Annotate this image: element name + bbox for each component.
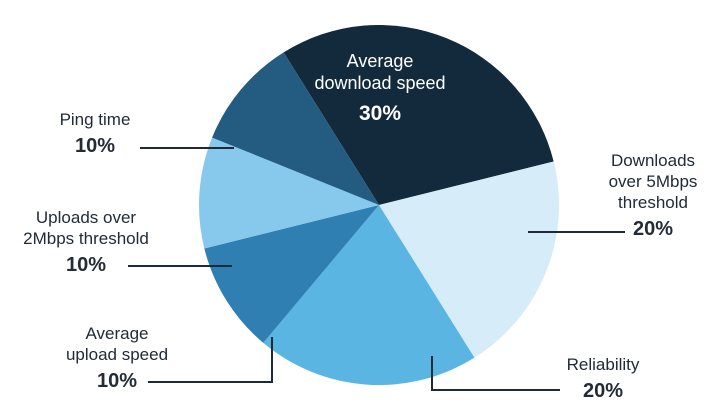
slice-name: Uploads over 2Mbps threshold	[23, 208, 149, 248]
slice-value: 10%	[74, 135, 116, 157]
leader-average-upload-speed	[148, 337, 273, 383]
slice-name: Average download speed	[314, 51, 446, 93]
label-average-upload-speed: Average upload speed 10%	[42, 323, 192, 393]
slice-value: 20%	[582, 380, 624, 402]
label-uploads-over-2mbps: Uploads over 2Mbps threshold 10%	[2, 207, 170, 277]
label-reliability: Reliability 20%	[538, 354, 668, 403]
slice-value: 10%	[65, 254, 107, 276]
slice-value: 20%	[632, 218, 674, 240]
pie-slice-ping-time	[212, 52, 379, 205]
pie-slice-downloads-over-5mbps-threshold	[379, 161, 559, 358]
slice-name: Reliability	[566, 355, 640, 374]
pie-slice-reliability	[263, 205, 475, 386]
slice-value: 30%	[358, 102, 402, 125]
pie-slice-average-upload-speed	[204, 205, 379, 343]
label-ping-time: Ping time 10%	[30, 109, 160, 158]
leader-reliability	[431, 356, 560, 391]
slice-value: 10%	[96, 370, 138, 392]
slice-name: Average upload speed	[65, 324, 169, 364]
pie-slice-uploads-over-2mbps-threshold	[199, 137, 379, 249]
slice-name: Downloads over 5Mbps threshold	[608, 151, 698, 212]
slice-name: Ping time	[59, 110, 131, 129]
label-average-download-speed: Average download speed 30%	[290, 50, 470, 126]
pie-slice-average-download-speed	[283, 24, 554, 205]
label-downloads-over-5mbps: Downloads over 5Mbps threshold 20%	[588, 150, 718, 241]
